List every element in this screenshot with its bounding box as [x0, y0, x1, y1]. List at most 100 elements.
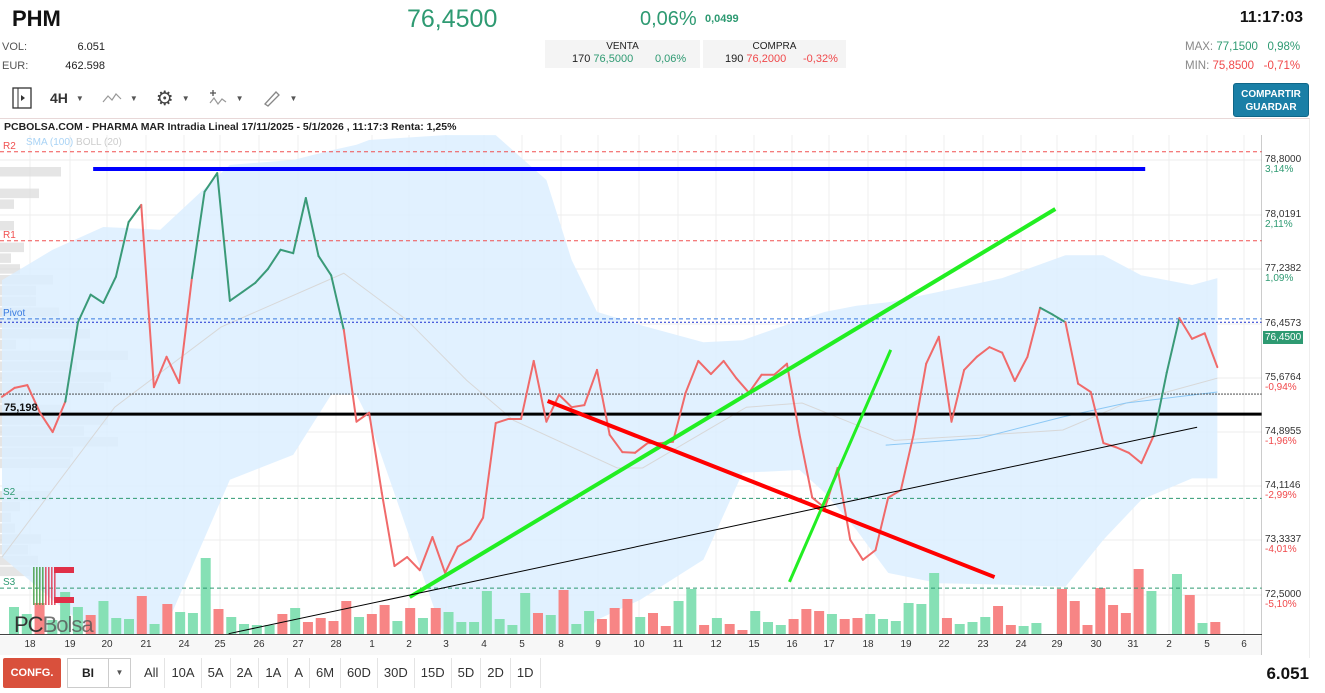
- price-segment: [1191, 332, 1206, 340]
- change-absolute: 0,0499: [705, 13, 739, 25]
- volume-bar: [494, 619, 505, 634]
- price-segment: [114, 221, 130, 278]
- price-segment: [203, 172, 219, 193]
- volume-bar: [622, 599, 633, 634]
- range-button-60d[interactable]: 60D: [341, 658, 378, 688]
- price-segment: [684, 359, 700, 394]
- x-tick-label: 5: [519, 639, 525, 650]
- eur-value: 462.598: [65, 60, 105, 72]
- price-segment: [304, 196, 320, 257]
- volume-bar: [507, 625, 518, 634]
- range-button-2a[interactable]: 2A: [231, 658, 260, 688]
- volume-bar: [226, 617, 237, 634]
- range-button-1a[interactable]: 1A: [259, 658, 289, 688]
- volume-bar: [916, 604, 927, 634]
- volume-bar: [34, 603, 45, 634]
- volume-bar: [558, 590, 569, 634]
- price-segment: [1178, 317, 1194, 340]
- price-segment: [368, 411, 383, 494]
- price-segment: [950, 368, 966, 423]
- volume-bar: [967, 622, 978, 634]
- volume-bar: [469, 622, 480, 634]
- logo-stripe: [45, 567, 47, 605]
- chart-mode-select[interactable]: BI ▼: [67, 658, 131, 688]
- range-button-5d[interactable]: 5D: [452, 658, 482, 688]
- settings-dropdown[interactable]: ⚙ ▼: [150, 86, 196, 111]
- save-label: GUARDAR: [1245, 102, 1297, 113]
- volume-bar: [1069, 601, 1080, 634]
- chart-title: PCBOLSA.COM - PHARMA MAR Intradia Lineal…: [4, 121, 457, 133]
- sma-100-line: [885, 391, 1218, 446]
- price-segment: [1140, 433, 1156, 465]
- x-tick-label: 15: [748, 639, 760, 650]
- last-update-time: 11:17:03: [1239, 9, 1303, 26]
- price-segment: [558, 393, 573, 409]
- volume-bar: [354, 617, 365, 634]
- y-tick-value: 78,8000: [1265, 154, 1302, 165]
- logo-stripe: [48, 567, 50, 605]
- share-save-button[interactable]: COMPARTIR GUARDAR: [1233, 83, 1309, 117]
- pcbolsa-logo: PCBolsa: [14, 567, 95, 637]
- level-label: S2: [3, 487, 16, 499]
- volume-bar: [251, 625, 262, 634]
- config-button[interactable]: CONFG.: [3, 658, 61, 688]
- trendline: [546, 399, 996, 579]
- y-tick-value: 75,6764: [1265, 372, 1302, 383]
- price-chart[interactable]: PCBolsa: [0, 0, 1262, 660]
- price-segment: [165, 355, 181, 385]
- price-segment: [1127, 451, 1143, 465]
- volume-bar: [481, 591, 492, 634]
- price-segment: [545, 393, 561, 423]
- volume-profile-bar: [0, 264, 20, 274]
- volume-bar: [826, 614, 837, 634]
- range-button-15d[interactable]: 15D: [415, 658, 452, 688]
- volume-bar: [1184, 595, 1195, 634]
- y-tick-value: 76,4573: [1265, 318, 1302, 329]
- chevron-down-icon: ▼: [181, 93, 190, 103]
- chart-type-dropdown[interactable]: ▼: [96, 91, 144, 105]
- volume-bar: [1146, 591, 1157, 634]
- volume-bar: [405, 608, 416, 634]
- volume-bar: [456, 622, 467, 634]
- volume-bar: [162, 604, 173, 634]
- price-segment: [1026, 306, 1042, 358]
- range-button-10a[interactable]: 10A: [165, 658, 202, 688]
- volume-bar: [954, 624, 965, 634]
- logo-stripe: [54, 567, 74, 573]
- x-tick-label: 27: [292, 639, 304, 650]
- panel-toggle-button[interactable]: [6, 87, 38, 109]
- drawing-tools-dropdown[interactable]: ▼: [256, 89, 304, 107]
- x-tick-label: 9: [595, 639, 601, 650]
- legend-sma[interactable]: SMA (100): [26, 137, 74, 148]
- price-segment: [1203, 332, 1219, 369]
- range-button-1d[interactable]: 1D: [511, 658, 541, 688]
- line-chart-icon: [102, 93, 122, 103]
- buy-order-book: COMPRA 190 76,2000 -0,32%: [703, 40, 846, 68]
- chevron-down-icon[interactable]: ▼: [108, 659, 130, 687]
- indicators-dropdown[interactable]: ▼: [202, 89, 250, 107]
- volume-bar: [136, 596, 147, 634]
- range-button-a[interactable]: A: [288, 658, 310, 688]
- range-button-30d[interactable]: 30D: [378, 658, 415, 688]
- x-tick-label: 19: [64, 639, 76, 650]
- volume-bar: [187, 613, 198, 634]
- price-segment: [330, 274, 345, 331]
- range-button-5a[interactable]: 5A: [202, 658, 231, 688]
- price-segment: [785, 362, 801, 436]
- interval-dropdown[interactable]: 4H ▼: [44, 90, 90, 106]
- range-button-2d[interactable]: 2D: [481, 658, 511, 688]
- price-segment: [51, 400, 67, 434]
- volume-bar: [1197, 623, 1208, 634]
- y-tick-value: 74,8955: [1265, 426, 1302, 437]
- range-button-6m[interactable]: 6M: [310, 658, 342, 688]
- volume-bar: [609, 608, 620, 634]
- x-tick-label: 30: [1090, 639, 1102, 650]
- volume-bar: [596, 619, 607, 634]
- range-button-all[interactable]: All: [138, 658, 166, 688]
- price-segment: [431, 536, 447, 574]
- price-segment: [520, 359, 535, 420]
- chart-container[interactable]: [0, 118, 1310, 658]
- price-segment: [1039, 306, 1054, 316]
- volume-bar: [660, 626, 671, 634]
- legend-boll[interactable]: BOLL (20): [76, 137, 122, 148]
